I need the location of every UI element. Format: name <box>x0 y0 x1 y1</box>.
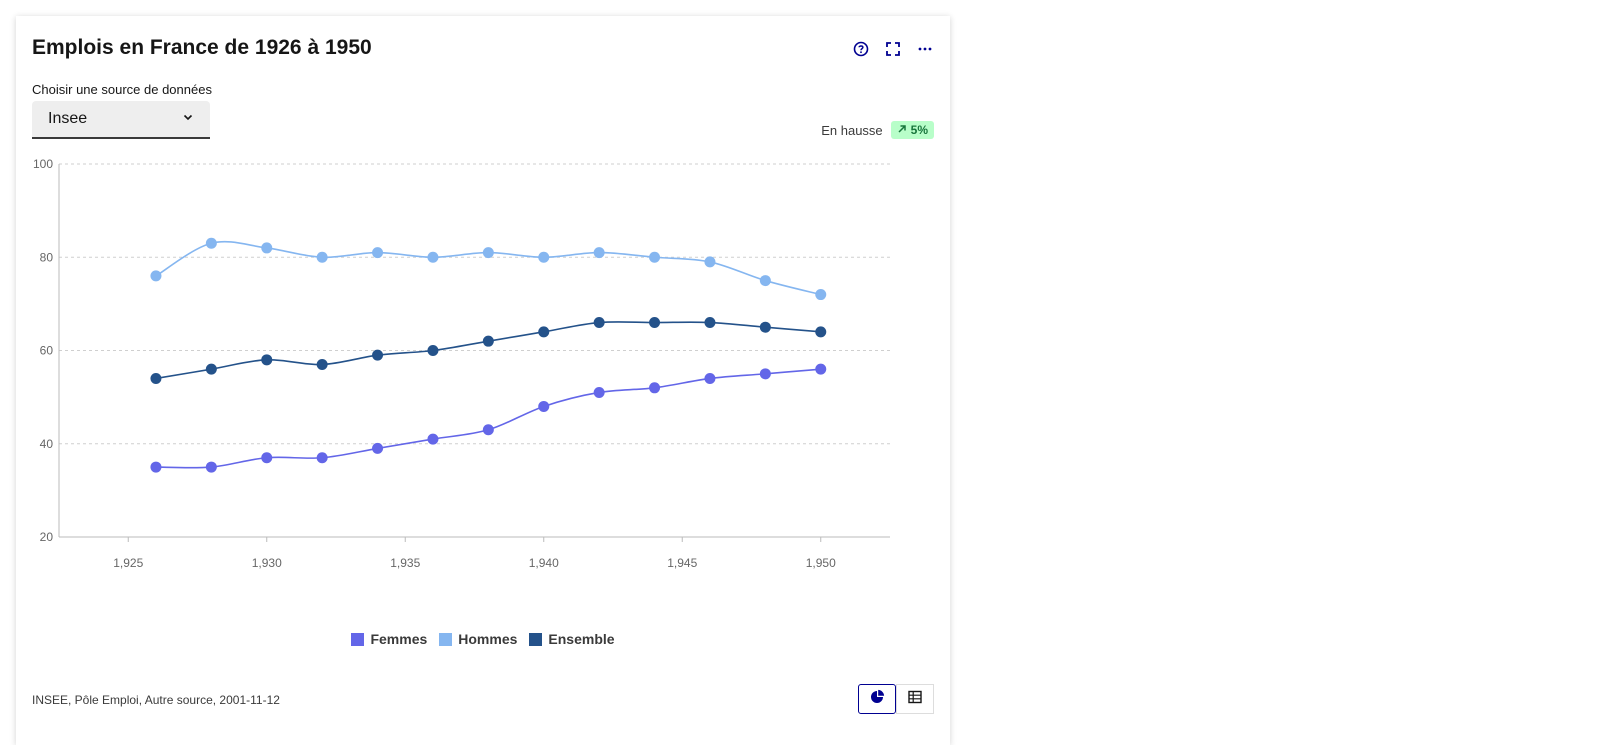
data-point-femmes <box>261 452 273 464</box>
line-chart: 20 40 60 80 100 1,925 1,930 1,935 1,940 1,945 1,95… <box>33 157 890 570</box>
source-select-value: Insee <box>48 110 88 127</box>
data-point-femmes <box>538 400 550 412</box>
legend-swatch-hommes <box>439 632 453 646</box>
data-point-ensemble <box>815 326 827 338</box>
x-tick-label: 1,925 <box>113 556 143 570</box>
series-line-femmes <box>155 368 821 469</box>
x-tick-label: 1,935 <box>390 556 420 570</box>
data-point-femmes <box>593 386 605 398</box>
data-point-femmes <box>427 433 439 445</box>
x-tick-label: 1,930 <box>252 556 282 570</box>
data-point-hommes <box>482 247 494 259</box>
chart-icon <box>869 689 885 710</box>
more-icon[interactable] <box>914 38 936 60</box>
data-point-ensemble <box>759 321 771 333</box>
data-point-femmes <box>482 424 494 436</box>
legend-swatch-femmes <box>351 632 365 646</box>
data-point-femmes <box>205 461 217 473</box>
data-point-hommes <box>427 251 439 263</box>
legend-swatch-ensemble <box>529 632 543 646</box>
series-femmes <box>150 363 827 473</box>
data-point-femmes <box>316 452 328 464</box>
data-point-ensemble <box>538 326 550 338</box>
chart-legend: Femmes Hommes Ensemble <box>16 631 950 647</box>
trend-label: En hausse <box>821 122 883 138</box>
x-tick-label: 1,940 <box>529 556 559 570</box>
trend-badge: 5% <box>890 121 934 139</box>
data-point-femmes <box>372 442 384 454</box>
data-point-ensemble <box>316 358 328 370</box>
data-point-ensemble <box>372 349 384 361</box>
chart-card: Emplois en France de 1926 à 1950 Choisir… <box>16 16 950 745</box>
data-point-femmes <box>815 363 827 375</box>
source-select[interactable]: Insee <box>32 101 210 139</box>
data-point-femmes <box>150 461 162 473</box>
legend-label-ensemble: Ensemble <box>548 631 615 647</box>
data-point-hommes <box>649 251 661 263</box>
data-point-femmes <box>649 382 661 394</box>
legend-label-hommes: Hommes <box>458 631 518 647</box>
chart-view-button[interactable] <box>858 684 896 714</box>
data-point-hommes <box>261 242 273 254</box>
series-ensemble <box>150 317 827 384</box>
legend-label-femmes: Femmes <box>370 631 428 647</box>
y-tick-label: 20 <box>40 530 54 544</box>
data-point-ensemble <box>482 335 494 347</box>
data-point-ensemble <box>427 345 439 356</box>
data-point-hommes <box>150 270 162 282</box>
y-tick-label: 60 <box>40 344 54 358</box>
chevron-down-icon <box>182 110 194 128</box>
data-point-hommes <box>704 256 716 268</box>
table-icon <box>907 689 923 710</box>
x-tick-label: 1,945 <box>667 556 697 570</box>
legend-item-hommes[interactable]: Hommes <box>439 631 517 647</box>
data-point-hommes <box>815 289 827 301</box>
view-toggle <box>858 684 934 714</box>
arrow-up-right-icon <box>897 123 907 137</box>
y-tick-label: 80 <box>40 250 54 264</box>
data-source-note: INSEE, Pôle Emploi, Autre source, 2001-1… <box>32 693 280 707</box>
data-point-ensemble <box>261 354 273 366</box>
trend-badge-value: 5% <box>910 123 928 137</box>
series-hommes <box>150 237 827 301</box>
data-point-ensemble <box>205 363 217 375</box>
trend-indicator: En hausse 5% <box>821 121 934 139</box>
card-actions <box>850 38 936 60</box>
x-tick-label: 1,950 <box>806 556 836 570</box>
table-view-button[interactable] <box>896 684 934 714</box>
chart-title: Emplois en France de 1926 à 1950 <box>32 36 372 59</box>
data-point-hommes <box>759 275 771 287</box>
data-point-ensemble <box>150 372 162 384</box>
data-point-femmes <box>704 372 716 384</box>
data-point-hommes <box>538 251 550 263</box>
fullscreen-icon[interactable] <box>882 38 904 60</box>
source-select-label: Choisir une source de données <box>32 82 212 97</box>
y-tick-label: 100 <box>33 157 53 171</box>
data-point-ensemble <box>704 317 716 329</box>
y-tick-label: 40 <box>40 437 54 451</box>
data-point-hommes <box>316 251 328 263</box>
data-point-ensemble <box>649 317 661 329</box>
data-point-femmes <box>759 368 771 380</box>
help-icon[interactable] <box>850 38 872 60</box>
data-point-ensemble <box>593 317 605 329</box>
legend-item-femmes[interactable]: Femmes <box>351 631 427 647</box>
data-point-hommes <box>593 247 605 259</box>
data-point-hommes <box>372 247 384 259</box>
data-point-hommes <box>205 237 217 249</box>
legend-item-ensemble[interactable]: Ensemble <box>529 631 615 647</box>
